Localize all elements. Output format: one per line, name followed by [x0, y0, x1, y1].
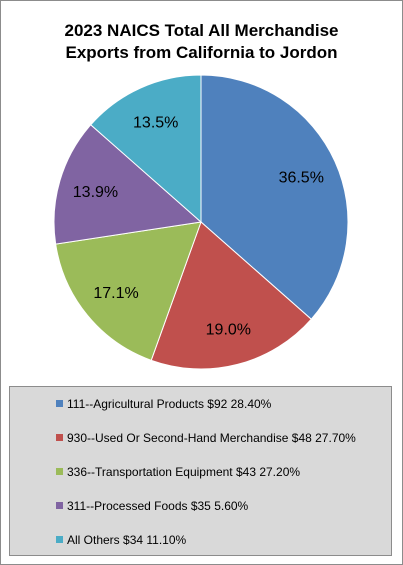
legend-swatch	[56, 536, 63, 543]
slice-agricultural	[200, 74, 349, 320]
legend-label: 311--Processed Foods $35 5.60%	[67, 499, 249, 513]
legend-item-processed-foods: 311--Processed Foods $35 5.60%	[56, 499, 248, 513]
pie-chart: 36.5% 19.0% 17.1% 13.9% 13.5%	[53, 74, 349, 370]
slice-label: 17.1%	[93, 285, 138, 302]
legend-label: 930--Used Or Second-Hand Merchandise $48…	[67, 431, 356, 445]
legend-item-agricultural: 111--Agricultural Products $92 28.40%	[56, 397, 271, 411]
legend-item-transportation: 336--Transportation Equipment $43 27.20%	[56, 465, 300, 479]
legend-label: All Others $34 11.10%	[67, 533, 187, 547]
legend-item-used-merchandise: 930--Used Or Second-Hand Merchandise $48…	[56, 431, 356, 445]
slice-all-others	[90, 74, 202, 224]
slice-used-merchandise	[150, 221, 312, 370]
legend: 111--Agricultural Products $92 28.40% 93…	[9, 386, 392, 556]
slice-label: 13.9%	[73, 184, 118, 201]
slice-transportation	[55, 221, 202, 361]
legend-swatch	[56, 400, 63, 407]
legend-swatch	[56, 502, 63, 509]
slice-label: 19.0%	[206, 322, 251, 339]
chart-title: 2023 NAICS Total All Merchandise Exports…	[0, 20, 403, 64]
legend-label: 111--Agricultural Products $92 28.40%	[67, 397, 272, 411]
legend-label: 336--Transportation Equipment $43 27.20%	[67, 465, 301, 479]
chart-title-line-2: Exports from California to Jordon	[65, 43, 338, 62]
legend-swatch	[56, 434, 63, 441]
slice-label: 36.5%	[279, 170, 324, 187]
slice-label: 13.5%	[133, 115, 178, 132]
legend-swatch	[56, 468, 63, 475]
chart-title-line-1: 2023 NAICS Total All Merchandise	[64, 21, 339, 40]
legend-item-all-others: All Others $34 11.10%	[56, 533, 186, 547]
slice-processed-foods	[53, 124, 203, 245]
